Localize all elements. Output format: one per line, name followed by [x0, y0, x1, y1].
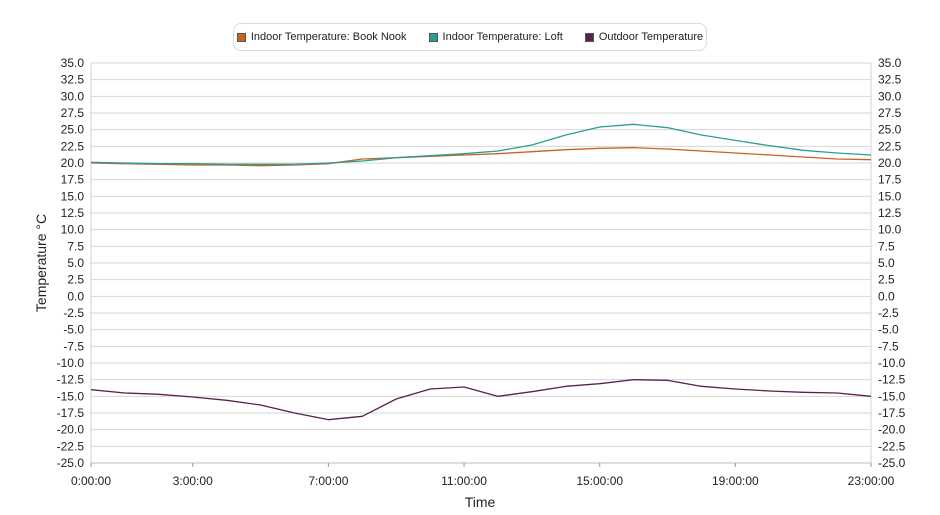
y-tick-label-left: -10.0 [57, 356, 85, 370]
y-tick-label-right: 10.0 [878, 223, 902, 237]
y-tick-label-right: -10.0 [878, 356, 906, 370]
y-tick-label-left: -22.5 [57, 439, 85, 453]
x-tick-label: 23:00:00 [848, 474, 895, 488]
y-tick-label-left: 10.0 [61, 223, 85, 237]
y-tick-label-left: 22.5 [61, 139, 85, 153]
legend-label-outdoor: Outdoor Temperature [598, 31, 704, 43]
y-tick-label-right: 35.0 [878, 56, 902, 70]
y-tick-label-left: -5.0 [63, 323, 84, 337]
y-tick-label-right: 25.0 [878, 123, 902, 137]
legend-swatch-outdoor [584, 32, 594, 42]
legend-label-loft: Indoor Temperature: Loft [442, 31, 563, 43]
axes [90, 63, 872, 464]
y-tick-label-right: -12.5 [878, 373, 906, 387]
y-tick-label-right: 32.5 [878, 73, 902, 87]
x-tick-label: 15:00:00 [576, 474, 623, 488]
legend-label-book-nook: Indoor Temperature: Book Nook [250, 31, 407, 43]
y-axis-label: Temperature °C [33, 214, 49, 312]
y-tick-label-right: -2.5 [878, 306, 899, 320]
series-line-book-nook[interactable] [90, 147, 872, 167]
legend-item-loft[interactable]: Indoor Temperature: Loft [428, 31, 563, 43]
y-axis-right-ticks: -25.0 -22.5 -20.0 -17.5 -15.0 -12.5 -10.0 -7.5 -… [878, 56, 906, 470]
y-tick-label-left: -25.0 [57, 456, 85, 470]
y-tick-label-left: -20.0 [57, 423, 85, 437]
y-tick-label-right: 2.5 [878, 273, 895, 287]
grid-lines [91, 62, 871, 464]
x-tick-label: 7:00:00 [308, 474, 348, 488]
series-line-outdoor[interactable] [90, 379, 872, 421]
y-tick-label-right: -22.5 [878, 439, 906, 453]
y-tick-label-left: -7.5 [63, 339, 84, 353]
series-line-loft[interactable] [90, 123, 872, 165]
x-tick-label: 19:00:00 [712, 474, 759, 488]
y-tick-label-left: 30.0 [61, 89, 85, 103]
x-axis-label: Time [465, 494, 496, 510]
y-tick-label-right: 20.0 [878, 156, 902, 170]
y-tick-label-right: 12.5 [878, 206, 902, 220]
y-tick-label-left: 27.5 [61, 106, 85, 120]
y-tick-label-left: -17.5 [57, 406, 85, 420]
y-tick-label-right: -25.0 [878, 456, 906, 470]
y-tick-label-left: -15.0 [57, 389, 85, 403]
y-tick-label-right: -20.0 [878, 423, 906, 437]
y-tick-label-right: 5.0 [878, 256, 895, 270]
y-tick-label-left: 0.0 [67, 289, 84, 303]
y-tick-label-left: 20.0 [61, 156, 85, 170]
legend-swatch-book-nook [236, 32, 246, 42]
y-tick-label-left: 2.5 [67, 273, 84, 287]
y-tick-label-left: -2.5 [63, 306, 84, 320]
y-tick-label-left: 15.0 [61, 189, 85, 203]
y-tick-label-right: 17.5 [878, 173, 902, 187]
y-tick-label-right: 22.5 [878, 139, 902, 153]
y-axis-left-ticks: -25.0 -22.5 -20.0 -17.5 -15.0 -12.5 -10.0 -7.5 -… [57, 56, 85, 470]
series-lines [90, 123, 872, 421]
y-tick-label-left: 35.0 [61, 56, 85, 70]
legend-item-outdoor[interactable]: Outdoor Temperature [584, 31, 704, 43]
y-tick-label-left: 17.5 [61, 173, 85, 187]
x-tick-label: 0:00:00 [71, 474, 111, 488]
x-tick-label: 11:00:00 [441, 474, 487, 488]
y-tick-label-left: 12.5 [61, 206, 85, 220]
y-tick-label-right: -5.0 [878, 323, 899, 337]
y-tick-label-left: 7.5 [67, 239, 84, 253]
y-tick-label-right: 7.5 [878, 239, 895, 253]
x-axis-ticks: 0:00:00 3:00:00 7:00:00 11:00:00 15:00:00 19:… [71, 463, 895, 488]
y-tick-label-right: 15.0 [878, 189, 902, 203]
y-tick-label-right: 30.0 [878, 89, 902, 103]
y-tick-label-right: -7.5 [878, 339, 899, 353]
y-tick-label-left: 5.0 [67, 256, 84, 270]
y-tick-label-right: -15.0 [878, 389, 906, 403]
y-tick-label-right: -17.5 [878, 406, 906, 420]
y-tick-label-left: 32.5 [61, 73, 85, 87]
legend: Indoor Temperature: Book Nook Indoor Tem… [233, 23, 707, 51]
y-tick-label-left: 25.0 [61, 123, 85, 137]
y-tick-label-left: -12.5 [57, 373, 85, 387]
y-tick-label-right: 0.0 [878, 289, 895, 303]
x-tick-label: 3:00:00 [173, 474, 213, 488]
legend-swatch-loft [428, 32, 438, 42]
legend-item-book-nook[interactable]: Indoor Temperature: Book Nook [236, 31, 407, 43]
y-tick-label-right: 27.5 [878, 106, 902, 120]
